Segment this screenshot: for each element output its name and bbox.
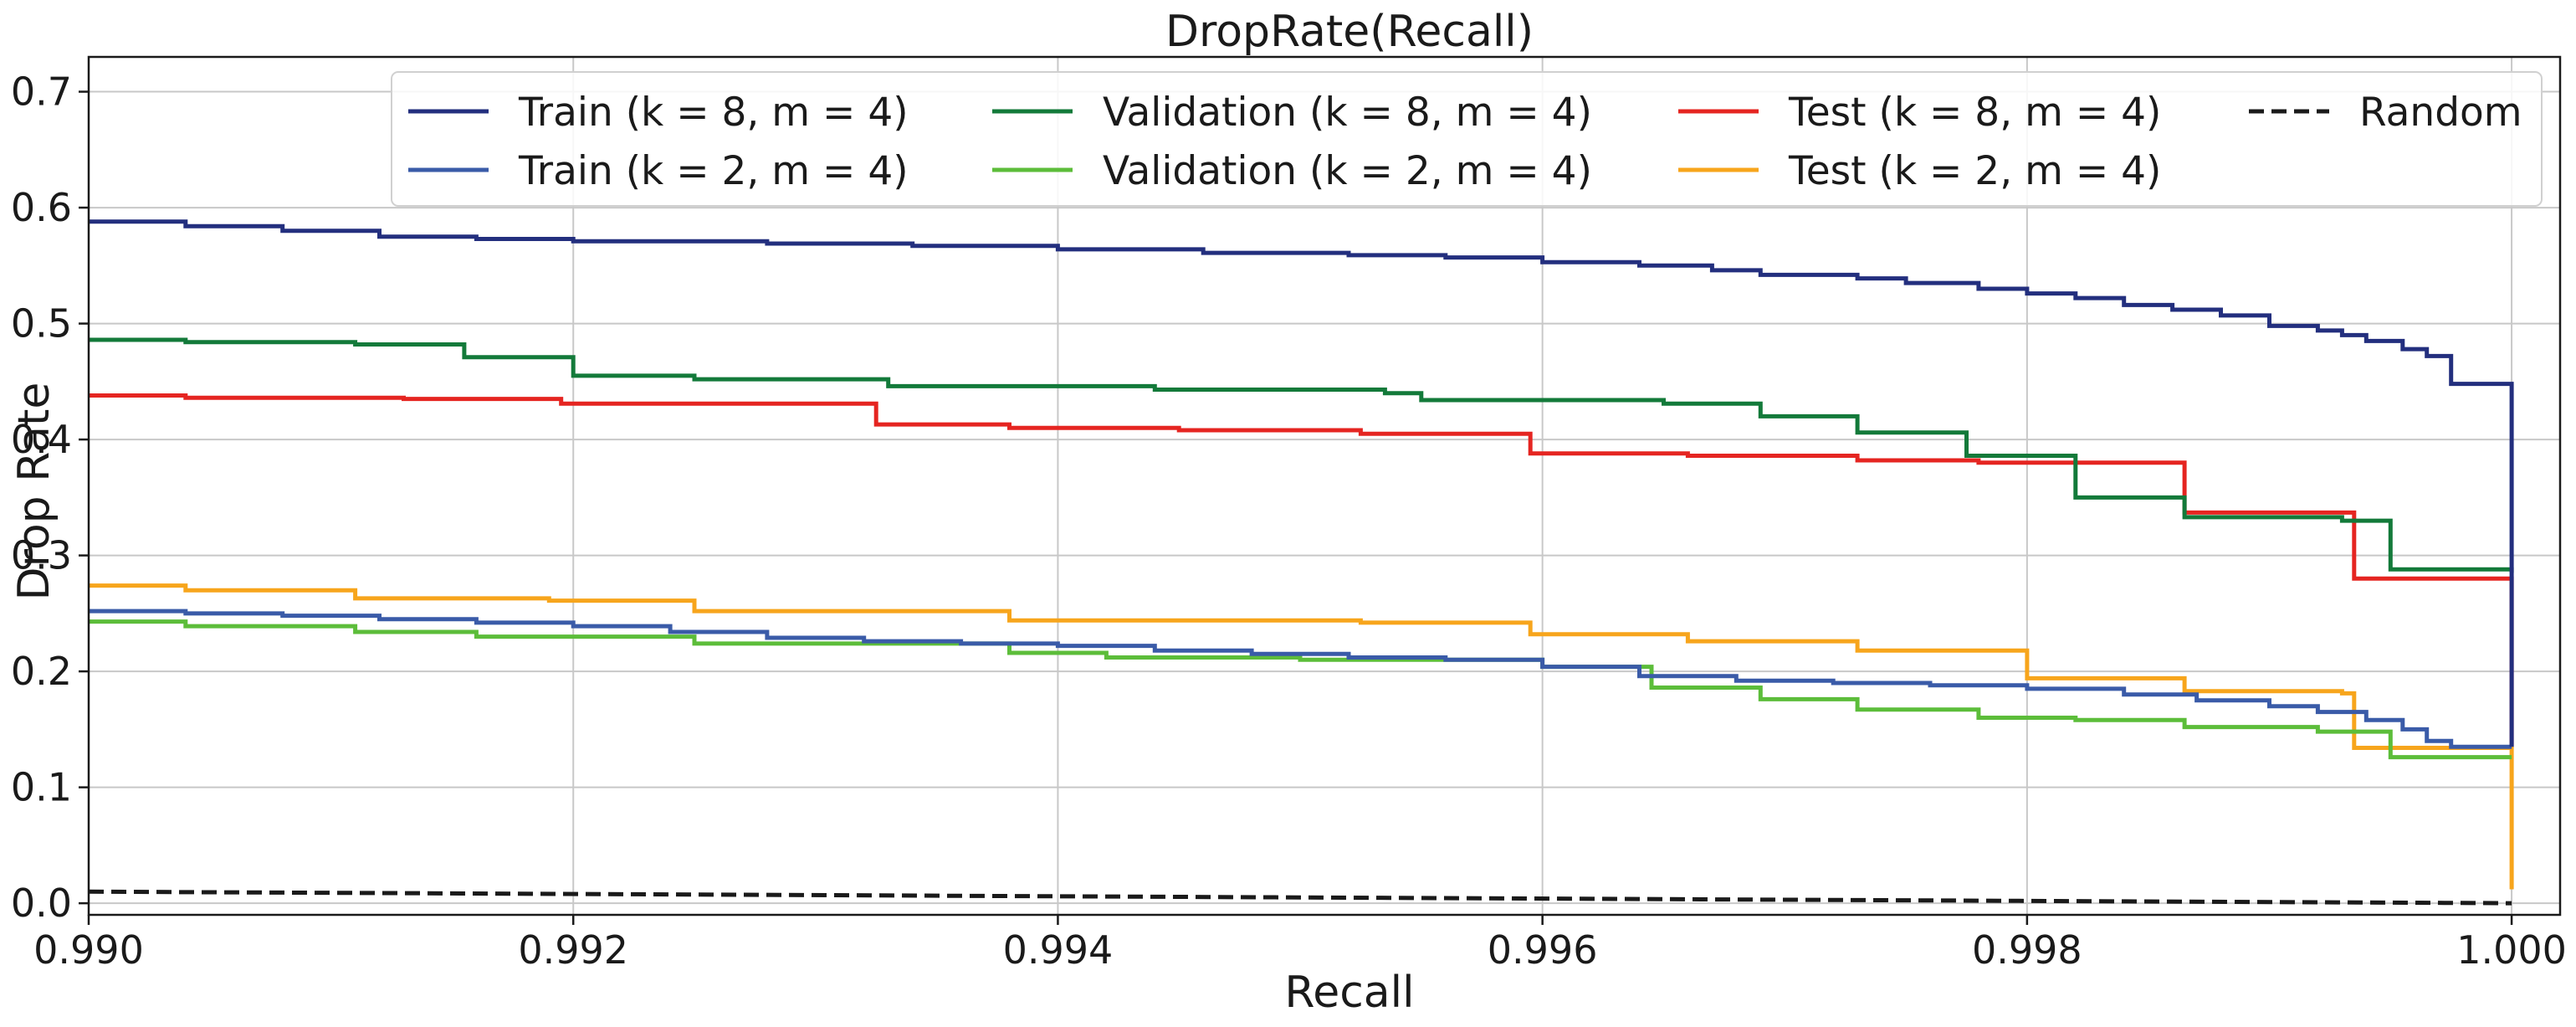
y-tick-label: 0.1: [11, 765, 72, 810]
series-line-train-k-8-m-4: [89, 219, 2514, 747]
legend-label: Test (k = 2, m = 4): [1788, 148, 2161, 194]
x-tick-label: 1.000: [2456, 927, 2567, 973]
series-line-validation-k-2-m-4: [89, 619, 2512, 760]
series-line-test-k-8-m-4: [89, 393, 2514, 746]
y-tick-label: 0.3: [11, 533, 72, 578]
y-tick-label: 0.7: [11, 69, 72, 115]
legend: Train (k = 8, m = 4) Train (k = 2, m = 4)…: [391, 71, 2543, 207]
series-line-train-k-2-m-4: [89, 608, 2512, 749]
series-line-test-k-2-m-4: [89, 583, 2514, 890]
legend-label: Validation (k = 2, m = 4): [1103, 148, 1592, 194]
plot-frame: [87, 55, 2562, 917]
legend-label: Train (k = 8, m = 4): [518, 90, 909, 136]
legend-label: Test (k = 8, m = 4): [1788, 90, 2161, 136]
chart-title: DropRate(Recall): [1165, 7, 1534, 57]
x-axis-title: Recall: [1284, 968, 1414, 1018]
y-tick-label: 0.5: [11, 301, 72, 347]
legend-box: [391, 71, 2543, 207]
legend-label: Random: [2359, 90, 2522, 136]
series-layer: [88, 219, 2514, 906]
x-tick-label: 0.990: [33, 927, 144, 973]
y-axis-title: Drop Rate: [9, 383, 59, 601]
y-tick-label: 0.4: [11, 417, 72, 462]
y-tick-label: 0.2: [11, 649, 72, 694]
y-tick-label: 0.0: [11, 881, 72, 926]
x-axis: 0.990 0.992 0.994 0.996 0.998 1.000: [33, 915, 2567, 973]
x-tick-label: 0.992: [518, 927, 628, 973]
y-tick-label: 0.6: [11, 185, 72, 230]
legend-label: Train (k = 2, m = 4): [518, 148, 909, 194]
x-tick-label: 0.996: [1488, 927, 1598, 973]
legend-label: Validation (k = 8, m = 4): [1103, 90, 1592, 136]
x-tick-label: 0.998: [1972, 927, 2082, 973]
x-tick-label: 0.994: [1003, 927, 1114, 973]
series-line-validation-k-8-m-4: [89, 337, 2514, 573]
y-axis: 0.0 0.1 0.2 0.3 0.4 0.5 0.6 0.7: [11, 69, 89, 926]
series-line-random: [88, 889, 2512, 906]
